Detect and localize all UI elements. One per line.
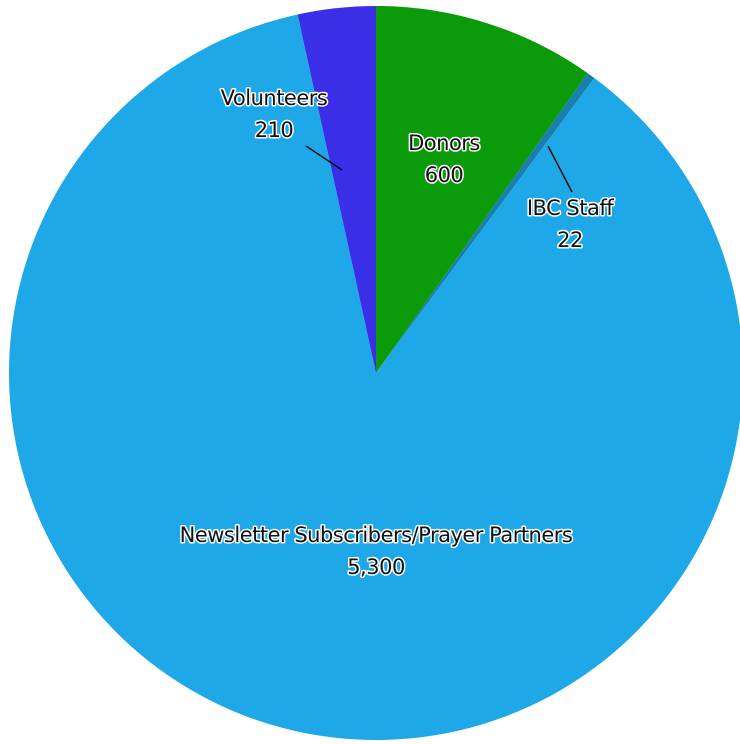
slice-value-volunteers: 210 [255,118,294,142]
leader-line-volunteers [305,145,343,171]
pie-slices [9,6,740,740]
pie-slice-ibc-staff [376,73,595,373]
slice-value-donors: 600 [425,163,464,187]
slice-label-ibc-staff: IBC Staff [527,196,614,220]
slice-label-newsletter: Newsletter Subscribers/Prayer Partners [180,523,573,547]
slice-label-volunteers: Volunteers [221,86,328,110]
slice-name-donors: Donors [408,131,480,155]
leader-line-ibc-staff [547,145,573,193]
pie-slice-donors [376,6,588,373]
pie-slice-volunteers [297,6,376,373]
slice-value-newsletter: 5,300 [347,555,405,579]
slice-label-donors: Donors [408,131,480,155]
slice-value-ibc-staff: 22 [557,228,583,252]
pie-slice-newsletter-subscribers-prayer-partners [9,14,740,740]
